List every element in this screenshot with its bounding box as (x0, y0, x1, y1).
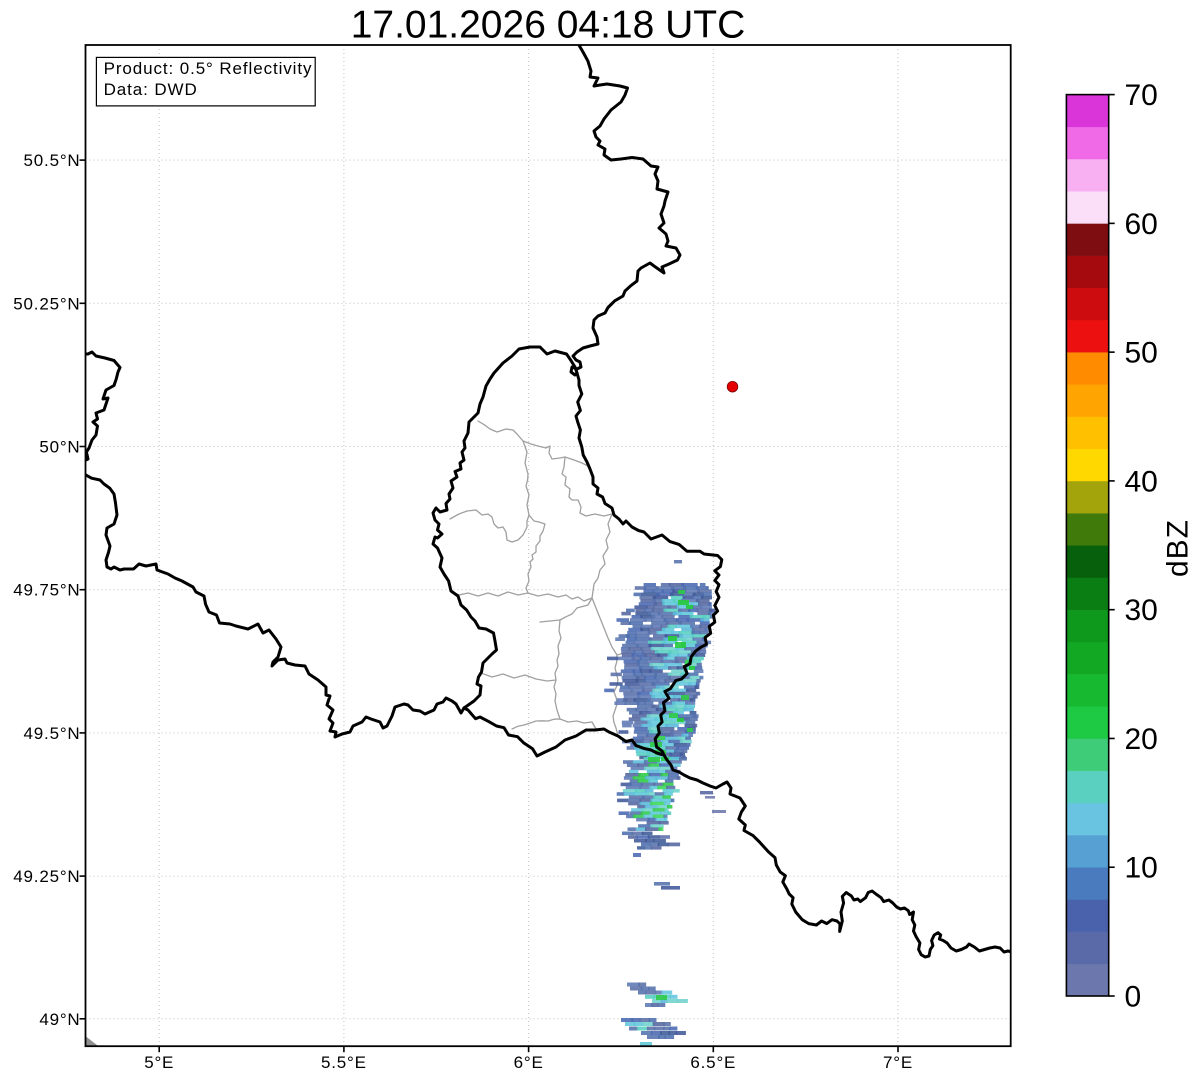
svg-text:50.25°N: 50.25°N (13, 294, 80, 313)
svg-text:50.5°N: 50.5°N (24, 151, 81, 170)
svg-text:10: 10 (1125, 852, 1158, 885)
svg-text:7°E: 7°E (883, 1053, 913, 1072)
svg-text:5°E: 5°E (144, 1053, 174, 1072)
svg-text:60: 60 (1125, 208, 1158, 241)
svg-text:49.5°N: 49.5°N (24, 724, 81, 743)
svg-text:30: 30 (1125, 594, 1158, 627)
svg-text:20: 20 (1125, 723, 1158, 756)
svg-text:0: 0 (1125, 980, 1142, 1013)
svg-text:50°N: 50°N (39, 438, 80, 457)
svg-text:dBZ: dBZ (1162, 519, 1195, 577)
svg-text:Product: 0.5° Reflectivity: Product: 0.5° Reflectivity (104, 59, 313, 78)
svg-text:6°E: 6°E (514, 1053, 544, 1072)
svg-text:17.01.2026 04:18 UTC: 17.01.2026 04:18 UTC (351, 3, 746, 46)
svg-text:6.5°E: 6.5°E (690, 1053, 736, 1072)
svg-text:49°N: 49°N (39, 1010, 80, 1029)
svg-text:49.25°N: 49.25°N (13, 867, 80, 886)
svg-text:70: 70 (1125, 79, 1158, 112)
svg-text:50: 50 (1125, 337, 1158, 370)
svg-text:49.75°N: 49.75°N (13, 581, 80, 600)
svg-text:5.5°E: 5.5°E (321, 1053, 367, 1072)
svg-text:Data: DWD: Data: DWD (104, 80, 198, 99)
svg-text:40: 40 (1125, 465, 1158, 498)
